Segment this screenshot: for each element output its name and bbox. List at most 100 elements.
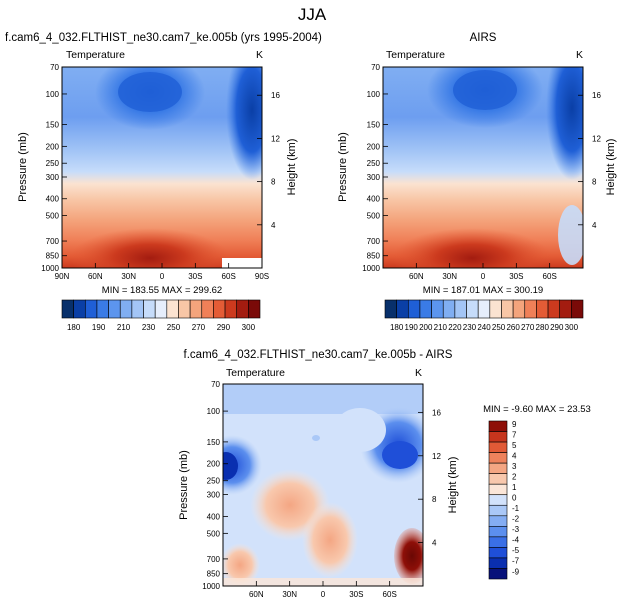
colorbar-swatch [224, 299, 238, 319]
colorbar-swatch [248, 299, 261, 319]
colorbar-label: 180 [390, 323, 404, 332]
panel-variable-label: Temperature [386, 49, 445, 61]
y-right-tick-label: 16 [432, 408, 441, 417]
colorbar-swatch [396, 299, 409, 319]
colorbar-label: 300 [565, 323, 579, 332]
y-tick-label: 150 [207, 438, 221, 447]
y-tick-label: 500 [207, 529, 221, 538]
colorbar-swatch [61, 299, 74, 319]
y-tick-label: 300 [367, 173, 381, 182]
panel-model: f.cam6_4_032.FLTHIST_ne30.cam7_ke.005b (… [5, 32, 322, 332]
y-tick-label: 300 [207, 491, 221, 500]
colorbar-label: -9 [512, 567, 520, 576]
colorbar-swatch [488, 515, 508, 527]
y-axis-label-height: Height (km) [605, 139, 617, 196]
colorbar-swatch [501, 299, 514, 319]
colorbar-label: 0 [512, 494, 517, 503]
colorbar-label: 200 [419, 323, 433, 332]
y-tick-label: 850 [46, 252, 60, 261]
colorbar-swatch [512, 299, 526, 319]
y-tick-label: 250 [207, 477, 221, 486]
x-tick-label: 0 [481, 272, 486, 281]
colorbar-swatch [488, 483, 508, 496]
colorbar-label: 270 [192, 323, 206, 332]
colorbar-label: 1 [512, 483, 517, 492]
y-tick-label: 100 [367, 90, 381, 99]
y-tick-label: 400 [207, 512, 221, 521]
x-tick-label: 90S [255, 272, 269, 281]
y-tick-label: 300 [46, 173, 60, 182]
colorbar-swatch [131, 299, 144, 319]
x-tick-label: 60S [383, 590, 397, 599]
colorbar-swatch [419, 299, 432, 319]
y-right-tick-label: 12 [432, 452, 441, 461]
y-tick-label: 200 [207, 460, 221, 469]
y-right-tick-label: 4 [271, 221, 276, 230]
y-tick-label: 70 [371, 63, 380, 72]
y-tick-label: 200 [367, 142, 381, 151]
figure-title: JJA [298, 5, 327, 24]
colorbar-swatch [488, 504, 508, 517]
y-tick-label: 850 [207, 570, 221, 579]
x-tick-label: 30S [349, 590, 363, 599]
y-tick-label: 70 [211, 380, 220, 389]
colorbar-swatch [488, 536, 508, 548]
colorbar-swatch [488, 526, 508, 538]
y-tick-label: 400 [367, 195, 381, 204]
colorbar-swatch [108, 299, 121, 319]
colorbar-swatch [488, 568, 508, 580]
colorbar-label: 270 [521, 323, 535, 332]
y-tick-label: 1000 [202, 582, 220, 591]
colorbar-swatch [201, 299, 214, 319]
panel-title: f.cam6_4_032.FLTHIST_ne30.cam7_ke.005b (… [5, 32, 322, 44]
y-tick-label: 250 [46, 159, 60, 168]
panel-title: AIRS [470, 32, 497, 44]
y-tick-label: 700 [207, 555, 221, 564]
y-tick-label: 1000 [41, 264, 59, 273]
colorbar-label: -5 [512, 546, 520, 555]
colorbar-swatch [488, 441, 508, 453]
colorbar-swatch [84, 299, 98, 319]
y-right-tick-label: 4 [592, 221, 597, 230]
colorbar-swatch [524, 299, 537, 319]
colorbar-swatch [442, 299, 456, 319]
y-right-tick-label: 16 [592, 91, 601, 100]
colorbar-label: 7 [512, 430, 517, 439]
y-right-tick-label: 16 [271, 91, 280, 100]
x-tick-label: 60S [543, 272, 557, 281]
colorbar-label: 220 [448, 323, 462, 332]
y-right-tick-label: 8 [432, 495, 437, 504]
colorbar-swatch [488, 420, 508, 432]
colorbar-label: 230 [463, 323, 477, 332]
y-right-tick-label: 8 [271, 178, 276, 187]
y-right-tick-label: 12 [592, 134, 601, 143]
y-tick-label: 70 [50, 63, 59, 72]
y-axis-label-height: Height (km) [447, 457, 459, 514]
panel-units-label: K [415, 367, 422, 379]
colorbar-swatch [488, 431, 508, 443]
y-axis-label-height: Height (km) [286, 139, 298, 196]
colorbar-swatch [73, 299, 86, 319]
colorbar-label: 190 [405, 323, 419, 332]
colorbar-label: 260 [506, 323, 520, 332]
y-right-tick-label: 4 [432, 539, 437, 548]
x-tick-label: 30N [442, 272, 457, 281]
colorbar-label: -3 [512, 525, 520, 534]
y-tick-label: 700 [46, 237, 60, 246]
colorbar-label: 3 [512, 462, 517, 471]
colorbar-label: 290 [217, 323, 231, 332]
colorbar-swatch [143, 299, 156, 319]
colorbar-swatch [166, 299, 179, 319]
colorbar-label: 210 [434, 323, 448, 332]
y-right-tick-label: 12 [271, 134, 280, 143]
colorbar-swatch [571, 299, 584, 319]
colorbar-swatch [189, 299, 203, 319]
colorbar-label: 240 [477, 323, 491, 332]
colorbar-swatch [488, 473, 508, 485]
x-tick-label: 60N [88, 272, 103, 281]
colorbar-label: 5 [512, 441, 517, 450]
y-axis-label-pressure: Pressure (mb) [17, 132, 29, 202]
colorbar-swatch [213, 299, 226, 319]
y-tick-label: 850 [367, 252, 381, 261]
colorbar-label: 9 [512, 420, 517, 429]
